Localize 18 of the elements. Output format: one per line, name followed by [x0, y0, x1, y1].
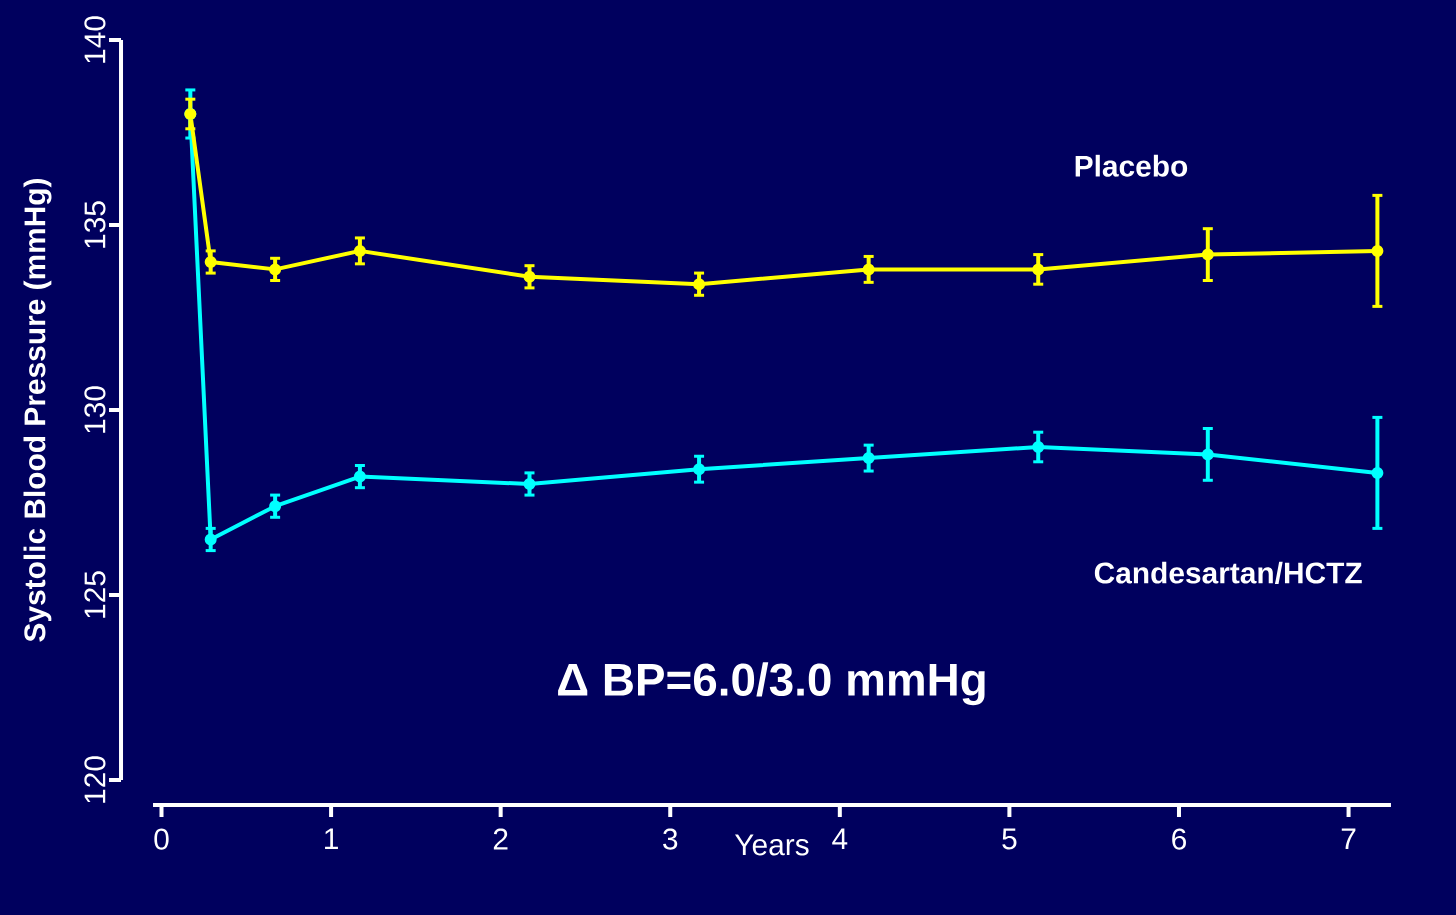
- y-tick-label: 130: [84, 386, 106, 433]
- x-tick-label: 4: [832, 828, 848, 850]
- x-tick-label: 0: [154, 828, 169, 850]
- y-tick-label: 140: [84, 16, 106, 63]
- text: Placebo: [1075, 154, 1188, 177]
- x-tick-label: 7: [1341, 828, 1356, 850]
- y-axis-title: Systolic Blood Pressure (mmHg): [23, 178, 52, 642]
- y-tick-label: 135: [84, 201, 106, 248]
- x-tick-label: 6: [1172, 828, 1186, 850]
- x-tick-label: 3: [663, 828, 678, 850]
- x-axis-title: Years: [734, 834, 809, 856]
- x-tick-label: 2: [493, 828, 508, 850]
- text: Candesartan/HCTZ: [1094, 561, 1362, 584]
- annotation: Δ BP=6.0/3.0 mmHg: [558, 662, 985, 706]
- x-tick-label: 5: [1002, 828, 1017, 850]
- x-tick-label: 1: [325, 828, 338, 850]
- y-tick-label: 120: [84, 756, 106, 803]
- y-tick-label: 125: [84, 571, 106, 618]
